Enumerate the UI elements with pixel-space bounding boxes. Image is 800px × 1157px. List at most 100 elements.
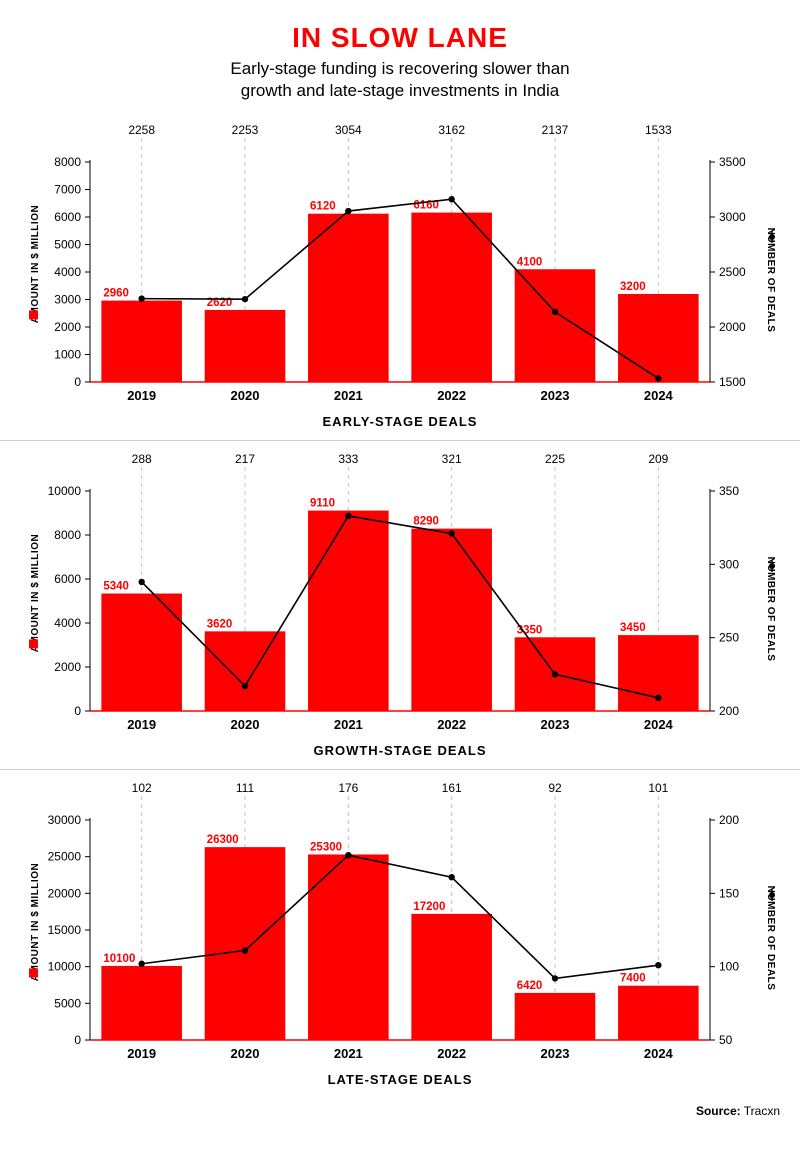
page-subtitle: Early-stage funding is recovering slower… — [20, 58, 780, 102]
left-axis-label: AMOUNT IN $ MILLION — [30, 205, 41, 323]
deal-count-label: 1533 — [645, 123, 672, 137]
svg-text:0: 0 — [74, 704, 81, 718]
year-label: 2022 — [437, 1046, 466, 1061]
deal-count-label: 333 — [338, 452, 358, 466]
deals-marker — [242, 948, 248, 954]
year-label: 2019 — [127, 388, 156, 403]
deals-marker — [138, 961, 144, 967]
left-axis-label: AMOUNT IN $ MILLION — [30, 863, 41, 981]
svg-text:6000: 6000 — [54, 572, 81, 586]
deal-count-label: 225 — [545, 452, 565, 466]
source-attribution: Source: Tracxn — [0, 1098, 800, 1132]
bar-value-label: 10100 — [103, 953, 135, 965]
svg-text:100: 100 — [719, 960, 739, 974]
bar — [101, 301, 182, 382]
svg-text:50: 50 — [719, 1033, 733, 1047]
chart-title: EARLY-STAGE DEALS — [323, 414, 478, 429]
svg-text:10000: 10000 — [48, 484, 82, 498]
chart-growth-stage: 0200040006000800010000200250300350288217… — [0, 441, 800, 769]
bar — [308, 511, 389, 711]
header: IN SLOW LANE Early-stage funding is reco… — [0, 0, 800, 112]
right-axis-label: NUMBER OF DEALS — [765, 228, 776, 333]
right-axis-label: NUMBER OF DEALS — [765, 557, 776, 662]
chart-container: IN SLOW LANE Early-stage funding is reco… — [0, 0, 800, 1132]
svg-text:3000: 3000 — [719, 210, 746, 224]
deal-count-label: 101 — [648, 781, 668, 795]
deals-marker — [138, 579, 144, 585]
year-label: 2024 — [644, 388, 674, 403]
bar-value-label: 26300 — [207, 834, 239, 846]
svg-text:6000: 6000 — [54, 210, 81, 224]
deal-count-label: 217 — [235, 452, 255, 466]
year-label: 2024 — [644, 717, 674, 732]
bar — [308, 214, 389, 382]
deals-marker — [448, 531, 454, 537]
bar — [411, 914, 492, 1040]
legend-square-icon — [29, 969, 38, 978]
bar — [205, 310, 286, 382]
svg-text:8000: 8000 — [54, 528, 81, 542]
svg-text:15000: 15000 — [48, 923, 82, 937]
year-label: 2020 — [231, 717, 260, 732]
deal-count-label: 2253 — [232, 123, 259, 137]
bar — [618, 986, 699, 1040]
svg-text:300: 300 — [719, 558, 739, 572]
deals-marker — [448, 874, 454, 880]
page-title: IN SLOW LANE — [20, 22, 780, 54]
deals-marker — [655, 695, 661, 701]
bar — [205, 632, 286, 712]
bar-value-label: 6420 — [517, 980, 543, 992]
deals-marker — [345, 513, 351, 519]
bar-value-label: 9110 — [310, 498, 335, 510]
svg-text:10000: 10000 — [48, 960, 82, 974]
year-label: 2019 — [127, 1046, 156, 1061]
bar-value-label: 3200 — [620, 281, 646, 293]
svg-text:4000: 4000 — [54, 616, 81, 630]
svg-text:250: 250 — [719, 631, 739, 645]
svg-text:30000: 30000 — [48, 813, 82, 827]
year-label: 2022 — [437, 717, 466, 732]
year-label: 2021 — [334, 388, 363, 403]
deals-marker — [448, 196, 454, 202]
bar — [205, 847, 286, 1040]
chart-early-stage: 0100020003000400050006000700080001500200… — [0, 112, 800, 440]
bar — [515, 993, 596, 1040]
chart-late-stage: 0500010000150002000025000300005010015020… — [0, 770, 800, 1098]
svg-text:2000: 2000 — [54, 320, 81, 334]
svg-text:5000: 5000 — [54, 238, 81, 252]
year-label: 2023 — [541, 717, 570, 732]
deals-marker — [345, 852, 351, 858]
deals-marker — [138, 296, 144, 302]
svg-text:2000: 2000 — [719, 320, 746, 334]
svg-text:20000: 20000 — [48, 887, 82, 901]
deals-marker — [552, 671, 558, 677]
legend-square-icon — [29, 311, 38, 320]
bar-value-label: 17200 — [413, 901, 445, 913]
chart-title: LATE-STAGE DEALS — [328, 1072, 473, 1087]
left-axis-label: AMOUNT IN $ MILLION — [30, 534, 41, 652]
svg-text:0: 0 — [74, 1033, 81, 1047]
svg-text:3000: 3000 — [54, 293, 81, 307]
legend-square-icon — [29, 640, 38, 649]
deal-count-label: 92 — [548, 781, 562, 795]
bar-value-label: 5340 — [103, 581, 129, 593]
svg-text:7000: 7000 — [54, 183, 81, 197]
deal-count-label: 2137 — [542, 123, 569, 137]
deal-count-label: 3162 — [438, 123, 465, 137]
svg-text:1500: 1500 — [719, 375, 746, 389]
year-label: 2023 — [541, 388, 570, 403]
deals-marker — [552, 975, 558, 981]
legend-dot-icon — [769, 234, 775, 240]
svg-text:200: 200 — [719, 704, 739, 718]
bar — [101, 966, 182, 1040]
deal-count-label: 321 — [442, 452, 462, 466]
bar-value-label: 6120 — [310, 201, 336, 213]
year-label: 2024 — [644, 1046, 674, 1061]
chart-title: GROWTH-STAGE DEALS — [313, 743, 486, 758]
year-label: 2020 — [231, 388, 260, 403]
deals-marker — [655, 375, 661, 381]
bar-value-label: 7400 — [620, 973, 646, 985]
year-label: 2019 — [127, 717, 156, 732]
svg-text:2500: 2500 — [719, 265, 746, 279]
deal-count-label: 3054 — [335, 123, 362, 137]
